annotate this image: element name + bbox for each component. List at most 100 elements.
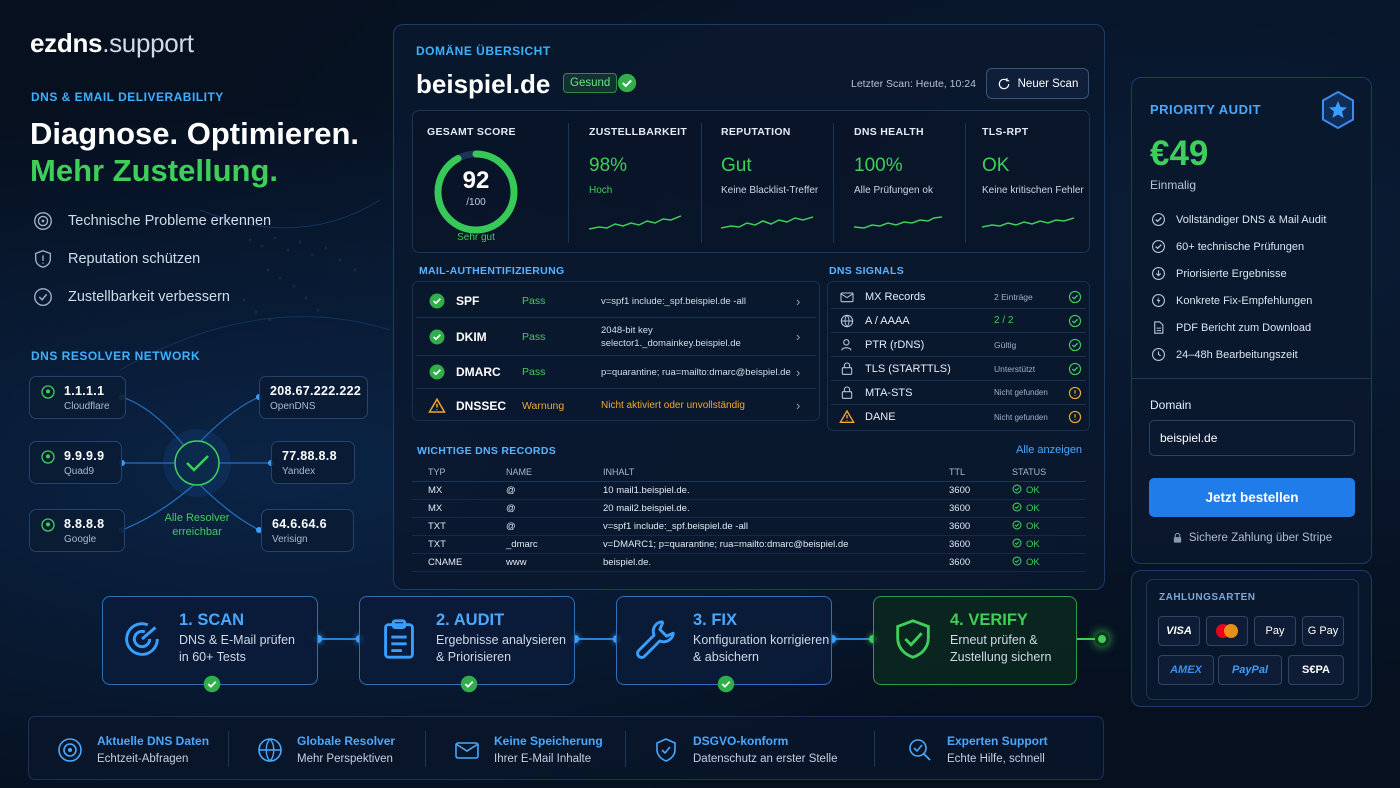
feature-item: Zustellbarkeit verbessern <box>32 286 230 308</box>
step-audit[interactable]: 2. AUDIT Ergebnisse analysieren & Prioris… <box>359 596 575 693</box>
feature-label: Reputation schützen <box>68 251 201 267</box>
resolver-ip: 208.67.222.222 <box>270 384 362 398</box>
mastercard-icon <box>1216 624 1238 638</box>
mail-auth-title: MAIL-AUTHENTIFIZIERUNG <box>419 265 565 277</box>
amex-logo: AMEX <box>1158 655 1214 685</box>
table-cell: 10 mail1.beispiel.de. <box>587 481 933 500</box>
new-scan-button[interactable]: Neuer Scan <box>986 68 1089 99</box>
domain-overview-panel: DOMÄNE ÜBERSICHT beispiel.de Gesund Letz… <box>393 24 1105 590</box>
resolver-network-lines <box>119 394 274 533</box>
step-description: Konfiguration korrigieren & absichern <box>693 633 830 664</box>
resolver-node[interactable]: 64.6.64.6 Verisign <box>261 509 354 552</box>
auth-status: Pass <box>522 295 546 307</box>
step-scan[interactable]: 1. SCAN DNS & E-Mail prüfen in 60+ Tests <box>102 596 318 693</box>
feature-item: Technische Probleme erkennen <box>32 210 271 232</box>
auth-row-dnssec[interactable]: DNSSEC Warnung Nicht aktiviert oder unvo… <box>416 389 816 422</box>
download-circle-icon <box>1152 267 1165 280</box>
check-circle-icon <box>429 293 445 309</box>
trust-title: Experten Support <box>947 734 1048 748</box>
logo[interactable]: ezdns.support <box>30 28 194 58</box>
step-description: Erneut prüfen & Zustellung sichern <box>950 633 1052 664</box>
table-row[interactable]: TXT @ v=spf1 include:_spf.beispiel.de -all… <box>412 517 1086 536</box>
signal-row[interactable]: TLS (STARTTLS) Unterstützt <box>831 357 1086 381</box>
resolver-network-title: DNS RESOLVER NETWORK <box>31 349 201 363</box>
secure-payment-note: Sichere Zahlung über Stripe <box>1149 532 1355 544</box>
table-row[interactable]: TXT _dmarc v=DMARC1; p=quarantine; rua=mai… <box>412 535 1086 554</box>
table-cell: @ <box>490 517 587 536</box>
check-circle-icon <box>203 675 221 693</box>
show-all-link[interactable]: Alle anzeigen <box>1016 444 1083 456</box>
trust-item: Aktuelle DNS Daten Echtzeit-Abfragen <box>57 734 209 765</box>
table-row[interactable]: CNAME www beispiel.de. 3600 OK <box>412 553 1086 572</box>
sparkline <box>854 216 942 229</box>
check-circle-icon <box>1068 362 1082 375</box>
auth-row-dkim[interactable]: DKIM Pass 2048-bit key selector1._domaink… <box>416 318 816 356</box>
trust-title: DSGVO-konform <box>693 734 789 748</box>
overview-title: DOMÄNE ÜBERSICHT <box>416 44 551 58</box>
trust-sub: Echte Hilfe, schnell <box>947 753 1045 765</box>
check-circle-icon <box>34 288 52 306</box>
feature-item: Reputation schützen <box>32 248 200 270</box>
signal-row[interactable]: MTA-STS Nicht gefunden <box>831 381 1086 405</box>
signal-row[interactable]: MX Records 2 Einträge <box>831 285 1086 309</box>
auth-row-spf[interactable]: SPF Pass v=spf1 include:_spf.beispiel.de… <box>416 285 816 318</box>
new-scan-label: Neuer Scan <box>1017 77 1079 90</box>
step-verify[interactable]: 4. VERIFY Erneut prüfen & Zustellung sich… <box>873 596 1077 685</box>
refresh-icon <box>998 77 1009 89</box>
trust-bar: Aktuelle DNS Daten Echtzeit-Abfragen Glob… <box>28 716 1104 780</box>
warning-circle-icon <box>1068 386 1082 399</box>
table-row[interactable]: MX @20 mail2.beispiel.de. 3600 OK <box>412 499 1086 518</box>
step-fix[interactable]: 3. FIX Konfiguration korrigieren & absich… <box>616 596 832 693</box>
auth-status: Pass <box>522 366 546 378</box>
offer-feature: 24–48h Bearbeitungszeit <box>1151 347 1298 362</box>
signal-row[interactable]: DANE Nicht gefunden <box>831 405 1086 429</box>
column-header: INHALT <box>587 463 933 482</box>
signal-row[interactable]: PTR (rDNS) Gültig <box>831 333 1086 357</box>
resolver-name: Verisign <box>272 534 308 545</box>
offer-feature: Vollständiger DNS & Mail Audit <box>1151 212 1326 227</box>
resolver-node[interactable]: 1.1.1.1 Cloudflare <box>29 376 126 419</box>
dns-records-table: TYP NAME INHALT TTL STATUS MX @10 mail1.b… <box>412 463 1086 572</box>
metric-reputation: REPUTATION Gut Keine Blacklist-Treffer <box>721 111 831 254</box>
trust-item: Experten Support Echte Hilfe, schnell <box>907 734 1048 765</box>
google-pay-logo: G Pay <box>1302 616 1344 646</box>
support-icon <box>909 738 931 761</box>
order-button[interactable]: Jetzt bestellen <box>1149 478 1355 517</box>
check-circle-icon <box>1012 520 1022 530</box>
table-row[interactable]: MX @10 mail1.beispiel.de. 3600 OK <box>412 481 1086 500</box>
resolver-node[interactable]: 208.67.222.222 OpenDNS <box>259 376 368 419</box>
offer-feature: PDF Bericht zum Download <box>1151 320 1311 335</box>
health-badge: Gesund <box>563 73 618 93</box>
auth-name: DKIM <box>456 329 487 344</box>
globe-icon <box>840 314 854 327</box>
dns-signals-title: DNS SIGNALS <box>829 265 905 277</box>
mail-off-icon <box>455 741 479 759</box>
resolver-node[interactable]: 9.9.9.9 Quad9 <box>29 441 122 484</box>
table-cell: beispiel.de. <box>587 553 933 572</box>
signal-name: A / AAAA <box>865 314 910 327</box>
record-status: OK <box>996 517 1086 536</box>
visa-logo: VISA <box>1158 616 1200 646</box>
auth-row-dmarc[interactable]: DMARC Pass p=quarantine; rua=mailto:dmar… <box>416 356 816 389</box>
signal-row[interactable]: A / AAAA 2 / 2 <box>831 309 1086 333</box>
domain-input[interactable]: beispiel.de <box>1149 420 1355 456</box>
table-cell: 20 mail2.beispiel.de. <box>587 499 933 518</box>
table-cell: v=spf1 include:_spf.beispiel.de -all <box>587 517 933 536</box>
document-icon <box>1154 321 1164 334</box>
auth-value: p=quarantine; rua=mailto:dmarc@beispiel.… <box>601 366 791 378</box>
column-header: NAME <box>490 463 587 482</box>
score-max: /100 <box>466 197 486 208</box>
score-value: 92 <box>462 167 490 194</box>
map-decoration <box>119 199 391 371</box>
total-score: GESAMT SCORE 92 /100 Sehr gut <box>427 111 567 254</box>
resolver-node[interactable]: 77.88.8.8 Yandex <box>271 441 355 484</box>
priority-audit-card: PRIORITY AUDIT €49 Einmalig Vollständige… <box>1131 77 1372 564</box>
resolver-name: Google <box>64 534 97 545</box>
trust-item: Keine Speicherung Ihrer E-Mail Inhalte <box>454 734 603 765</box>
table-cell: v=DMARC1; p=quarantine; rua=mailto:dmarc… <box>587 535 933 554</box>
domain-name: beispiel.de <box>416 69 551 99</box>
resolver-node[interactable]: 8.8.8.8 Google <box>29 509 125 552</box>
star-badge-icon <box>1322 90 1354 130</box>
metric-deliverability: ZUSTELLBARKEIT 98% Hoch <box>589 111 699 254</box>
auth-value: 2048-bit key selector1._domainkey.beispie… <box>601 324 741 349</box>
